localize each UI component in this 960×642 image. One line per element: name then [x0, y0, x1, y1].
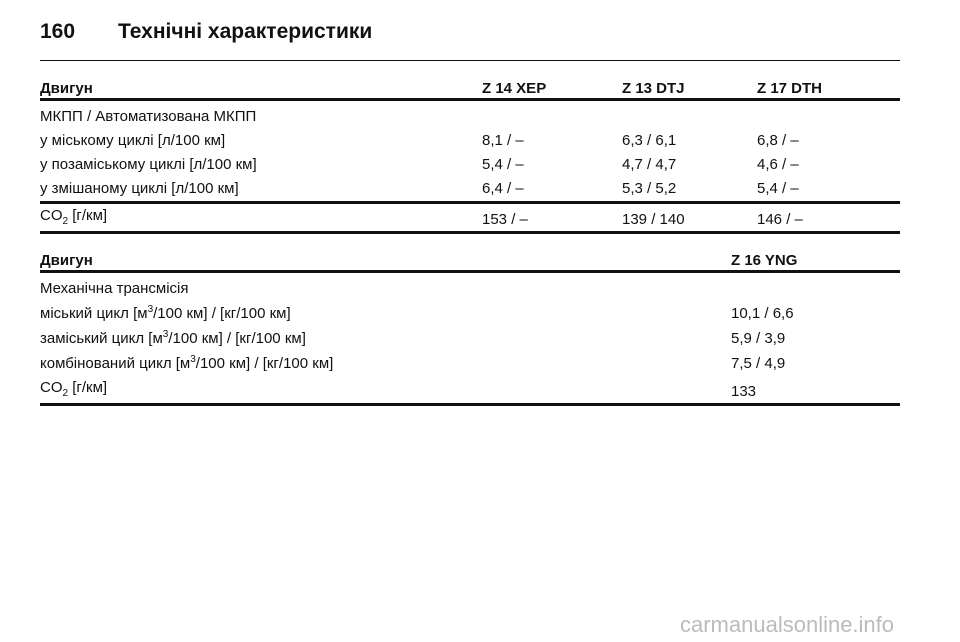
- subscript: 2: [62, 216, 69, 227]
- section-label: Механічна трансмісія: [40, 280, 189, 297]
- cell: 139 / 140: [622, 211, 685, 228]
- row-label: CO2 [г/км]: [40, 379, 108, 399]
- page-title: Технічні характеристики: [118, 20, 373, 43]
- row-label: заміський цикл [м3/100 км] / [кг/100 км]: [40, 330, 306, 348]
- text: міський цикл [м: [40, 305, 148, 322]
- text: CO: [40, 207, 63, 224]
- column-header: Двигун: [40, 252, 93, 269]
- cell: 6,8 / –: [757, 132, 799, 149]
- column-header: Z 14 XEP: [482, 80, 547, 97]
- cell: 5,9 / 3,9: [731, 330, 786, 347]
- column-header: Z 16 YNG: [731, 252, 798, 269]
- row-label: у позаміському циклі [л/100 км]: [40, 156, 257, 173]
- cell: 133: [731, 383, 757, 400]
- text: [г/км]: [68, 207, 108, 224]
- cell: 5,4 / –: [482, 156, 524, 173]
- watermark: carmanualsonline.info: [680, 612, 895, 637]
- row-label: CO2 [г/км]: [40, 207, 108, 227]
- text: [г/км]: [68, 379, 108, 396]
- rule: [40, 60, 900, 61]
- page-number: 160: [40, 20, 76, 43]
- text: CO: [40, 379, 63, 396]
- cell: 153 / –: [482, 211, 528, 228]
- cell: 6,4 / –: [482, 180, 524, 197]
- rule: [40, 231, 900, 234]
- text: комбінований цикл [м: [40, 355, 191, 372]
- rule: [40, 201, 900, 204]
- subscript: 2: [62, 388, 69, 399]
- cell: 8,1 / –: [482, 132, 524, 149]
- rule: [40, 403, 900, 406]
- text: /100 км] / [кг/100 км]: [153, 305, 291, 322]
- cell: 5,4 / –: [757, 180, 799, 197]
- text: /100 км] / [кг/100 км]: [168, 330, 306, 347]
- cell: 146 / –: [757, 211, 803, 228]
- column-header: Z 13 DTJ: [622, 80, 685, 97]
- text: /100 км] / [кг/100 км]: [195, 355, 334, 372]
- superscript: 3: [162, 329, 169, 340]
- row-label: у змішаному циклі [л/100 км]: [40, 180, 239, 197]
- cell: 4,7 / 4,7: [622, 156, 677, 173]
- column-header: Z 17 DTH: [757, 80, 823, 97]
- text: заміський цикл [м: [40, 330, 163, 347]
- cell: 10,1 / 6,6: [731, 305, 794, 322]
- rule: [40, 270, 900, 273]
- cell: 4,6 / –: [757, 156, 799, 173]
- superscript: 3: [147, 304, 154, 315]
- rule: [40, 98, 900, 101]
- row-label: комбінований цикл [м3/100 км] / [кг/100 …: [40, 355, 333, 373]
- cell: 7,5 / 4,9: [731, 355, 786, 372]
- row-label: у міському циклі [л/100 км]: [40, 132, 226, 149]
- section-label: МКПП / Автоматизована МКПП: [40, 108, 257, 125]
- cell: 6,3 / 6,1: [622, 132, 677, 149]
- column-header: Двигун: [40, 80, 93, 97]
- row-label: міський цикл [м3/100 км] / [кг/100 км]: [40, 305, 291, 323]
- cell: 5,3 / 5,2: [622, 180, 677, 197]
- superscript: 3: [190, 354, 196, 365]
